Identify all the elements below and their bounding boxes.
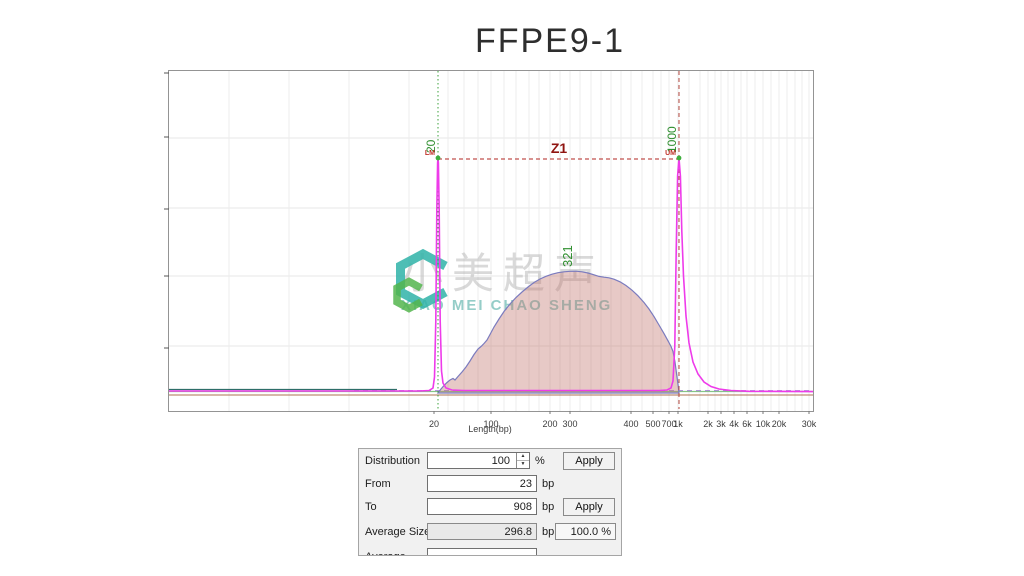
to-row: To 908 bp Apply — [359, 498, 621, 517]
x-tick-label: 6k — [742, 419, 752, 429]
from-label: From — [365, 478, 391, 490]
average-size-unit: bp — [542, 526, 555, 538]
x-tick-label: 100 — [483, 419, 498, 429]
electropherogram-plot: 小美超声 XIAO MEI CHAO SHENG 20 100 200 300 400 5… — [164, 70, 817, 429]
distribution-settings-panel: Distribution 100 ▲ ▼% Apply From 23 bp To 908 bp Ap… — [358, 448, 622, 556]
marker-trace — [169, 157, 814, 393]
distribution-apply-button[interactable]: Apply — [563, 452, 615, 470]
x-tick-label: 3k — [716, 419, 726, 429]
average-partial-row: Average — [359, 548, 621, 555]
average-size-input: 296.8 — [427, 523, 537, 540]
from-input[interactable]: 23 — [427, 475, 537, 492]
x-tick-label: 400 — [623, 419, 638, 429]
average-size-percent-field: 100.0 % — [555, 523, 616, 540]
chart-title: FFPE9-1 — [474, 22, 626, 60]
distribution-input[interactable]: 100 ▲ ▼ — [427, 452, 530, 469]
from-row: From 23 bp — [359, 475, 621, 494]
lower-marker-tag: LM — [425, 150, 435, 157]
to-apply-button[interactable]: Apply — [563, 498, 615, 516]
x-tick-label: 20 — [429, 419, 439, 429]
from-unit: bp — [542, 478, 555, 490]
from-value: 23 — [519, 477, 532, 490]
x-tick-label: 30k — [802, 419, 817, 429]
upper-marker-tag: UM — [665, 150, 676, 157]
to-input[interactable]: 908 — [427, 498, 537, 515]
to-unit: bp — [542, 501, 555, 513]
region-label: Z1 — [551, 140, 568, 156]
distribution-spinner-up-icon[interactable]: ▲ — [517, 453, 529, 461]
x-tick-label: 300 — [562, 419, 577, 429]
distribution-spinner-down-icon[interactable]: ▼ — [520, 461, 526, 467]
to-value: 908 — [513, 500, 532, 513]
upper-marker-bp-label: 1000 — [665, 126, 679, 153]
distribution-value: 100 — [491, 454, 510, 467]
distribution-spinner[interactable]: ▲ ▼ — [516, 453, 529, 468]
region-start-dot[interactable] — [435, 155, 441, 161]
to-label: To — [365, 501, 377, 513]
x-tick-label: 200 — [542, 419, 557, 429]
x-tick-label: 700 — [661, 419, 676, 429]
x-tick-label: 500 — [645, 419, 660, 429]
region-end-dot[interactable] — [676, 155, 682, 161]
peak-size-label: 321 — [560, 245, 575, 267]
average-partial-input — [427, 548, 537, 555]
x-tick-label: 10k — [756, 419, 771, 429]
x-tick-label: 2k — [703, 419, 713, 429]
plot-grid — [169, 71, 813, 411]
average-partial-label: Average — [365, 551, 406, 555]
distribution-label: Distribution — [365, 455, 421, 467]
distribution-unit: % — [535, 455, 545, 467]
average-size-label: Average Size — [365, 526, 431, 538]
distribution-row: Distribution 100 ▲ ▼% Apply — [359, 452, 621, 471]
dna-smear-area — [436, 270, 680, 394]
x-tick-label: 20k — [772, 419, 787, 429]
x-tick-label: 1k — [673, 419, 683, 429]
average-size-row: Average Size 296.8 bp 100.0 % — [359, 523, 621, 542]
x-axis-title: Length(bp) — [468, 424, 512, 434]
average-size-value: 296.8 — [504, 525, 532, 538]
x-tick-label: 4k — [729, 419, 739, 429]
lower-marker-bp-label: 20 — [424, 139, 438, 153]
